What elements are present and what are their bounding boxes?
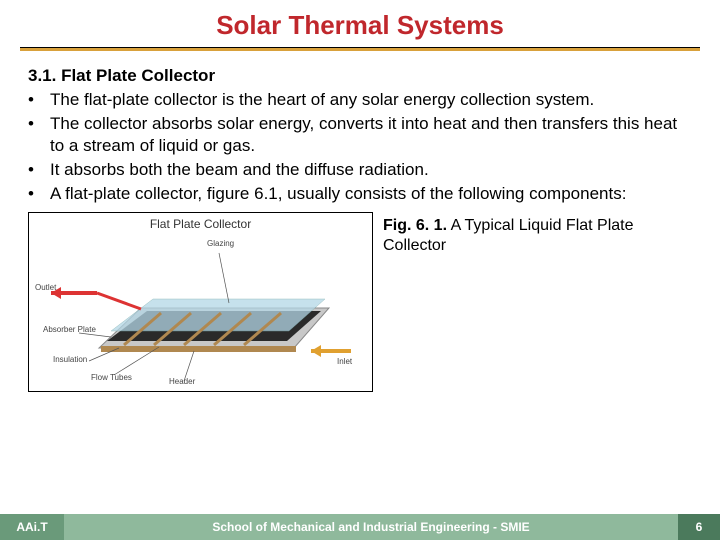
footer-right: 6 (678, 514, 720, 540)
slide-title: Solar Thermal Systems (0, 0, 720, 45)
bullet-marker: • (28, 113, 50, 157)
label-header: Header (169, 377, 195, 386)
diagram-title: Flat Plate Collector (29, 213, 372, 233)
figure-row: Flat Plate Collector (0, 212, 720, 392)
label-absorber: Absorber Plate (43, 325, 96, 334)
bullet-item: • It absorbs both the beam and the diffu… (28, 159, 692, 181)
bullet-marker: • (28, 159, 50, 181)
bullet-text: The collector absorbs solar energy, conv… (50, 113, 692, 157)
bullet-text: A flat-plate collector, figure 6.1, usua… (50, 183, 692, 205)
bullet-item: • A flat-plate collector, figure 6.1, us… (28, 183, 692, 205)
footer-left: AAi.T (0, 514, 64, 540)
bullet-marker: • (28, 89, 50, 111)
bullet-item: • The flat-plate collector is the heart … (28, 89, 692, 111)
bullet-item: • The collector absorbs solar energy, co… (28, 113, 692, 157)
bullet-text: It absorbs both the beam and the diffuse… (50, 159, 692, 181)
label-outlet: Outlet (35, 283, 56, 292)
content-body: 3.1. Flat Plate Collector • The flat-pla… (0, 61, 720, 206)
bullet-marker: • (28, 183, 50, 205)
figure-caption: Fig. 6. 1. A Typical Liquid Flat Plate C… (383, 212, 692, 392)
label-insulation: Insulation (53, 355, 87, 364)
collector-svg (29, 233, 374, 391)
caption-number: Fig. 6. 1. (383, 217, 447, 234)
label-glazing: Glazing (207, 239, 234, 248)
footer-bar: AAi.T School of Mechanical and Industria… (0, 514, 720, 540)
bullet-text: The flat-plate collector is the heart of… (50, 89, 692, 111)
title-accent (20, 48, 700, 51)
footer-mid: School of Mechanical and Industrial Engi… (64, 514, 678, 540)
label-flowtubes: Flow Tubes (91, 373, 132, 382)
figure-diagram: Flat Plate Collector (28, 212, 373, 392)
section-heading: 3.1. Flat Plate Collector (28, 65, 692, 87)
label-inlet: Inlet (337, 357, 352, 366)
